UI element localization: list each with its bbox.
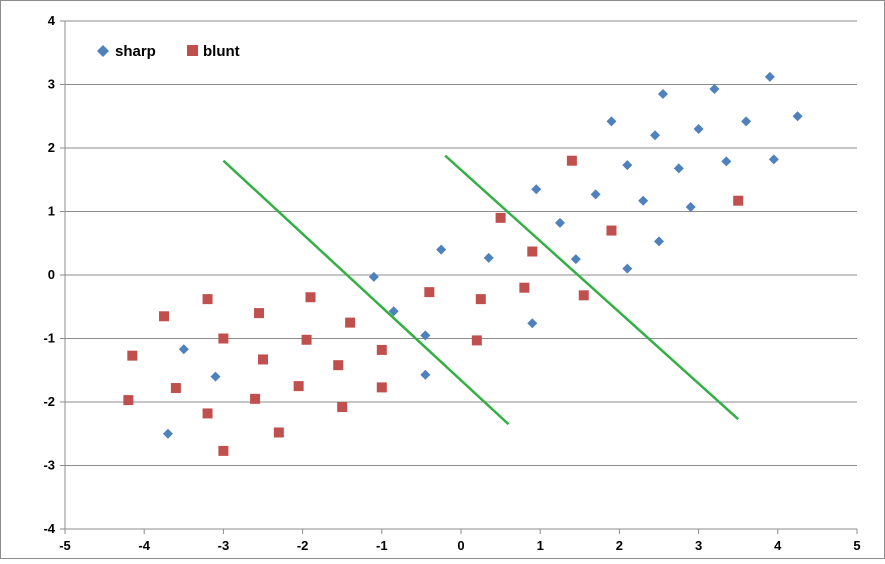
point-sharp — [768, 154, 779, 165]
point-blunt — [527, 246, 538, 257]
point-sharp — [590, 189, 601, 200]
point-sharp — [622, 160, 633, 171]
point-blunt — [127, 350, 138, 361]
point-sharp — [178, 344, 189, 355]
point-sharp — [685, 202, 696, 213]
point-sharp — [531, 184, 542, 195]
point-sharp — [606, 116, 617, 127]
point-blunt — [123, 395, 134, 406]
y-tick-label: 1 — [48, 204, 55, 219]
point-sharp — [657, 89, 668, 100]
legend-blunt-label: blunt — [203, 43, 240, 60]
x-tick-label: 1 — [537, 538, 544, 553]
point-blunt — [333, 360, 344, 371]
point-sharp — [693, 123, 704, 134]
legend-blunt-marker — [187, 45, 198, 56]
x-tick-label: 5 — [853, 538, 860, 553]
point-blunt — [258, 354, 268, 365]
x-tick-label: 4 — [774, 538, 782, 553]
y-tick-label: -1 — [43, 331, 55, 346]
point-sharp — [792, 111, 803, 122]
point-sharp — [650, 130, 661, 141]
point-sharp — [721, 156, 732, 167]
point-sharp — [709, 83, 720, 94]
point-blunt — [293, 381, 304, 392]
y-tick-label: 2 — [48, 140, 55, 155]
point-sharp — [673, 163, 684, 174]
point-blunt — [218, 445, 229, 456]
point-blunt — [218, 333, 229, 344]
point-blunt — [376, 344, 387, 355]
point-blunt — [495, 212, 506, 223]
y-tick-label: 0 — [48, 267, 55, 282]
x-tick-label: -2 — [297, 538, 309, 553]
point-sharp — [483, 252, 494, 263]
point-sharp — [622, 263, 633, 274]
point-blunt — [376, 382, 387, 393]
point-blunt — [733, 195, 744, 206]
point-blunt — [250, 393, 261, 404]
point-sharp — [162, 428, 173, 439]
point-blunt — [273, 427, 284, 438]
legend-sharp-label: sharp — [115, 43, 156, 60]
x-tick-label: -3 — [218, 538, 230, 553]
point-blunt — [345, 317, 356, 328]
point-sharp — [368, 271, 379, 282]
point-sharp — [570, 254, 581, 265]
data-points — [123, 71, 803, 456]
x-tick-label: -4 — [138, 538, 150, 553]
point-sharp — [420, 330, 431, 341]
x-tick-label: 2 — [616, 538, 623, 553]
point-blunt — [305, 292, 316, 303]
axes: -4 -3 -2 -1 0 1 2 3 4 -5 -4 -3 -2 -1 0 1 2 3 4 5 — [43, 13, 860, 553]
y-tick-label: 4 — [48, 13, 56, 28]
point-sharp — [764, 71, 775, 82]
point-blunt — [301, 334, 312, 345]
point-sharp — [638, 195, 649, 206]
point-blunt — [606, 225, 617, 236]
point-sharp — [436, 244, 447, 255]
point-sharp — [210, 371, 221, 382]
point-blunt — [566, 155, 577, 166]
point-sharp — [388, 306, 399, 317]
point-blunt — [159, 311, 169, 322]
point-sharp — [527, 318, 538, 329]
point-blunt — [337, 402, 348, 413]
point-blunt — [424, 287, 435, 298]
point-blunt — [170, 383, 181, 394]
separator-line — [222, 159, 510, 426]
point-sharp — [654, 236, 664, 247]
separator-line — [444, 154, 740, 421]
point-blunt — [471, 335, 482, 346]
separator-lines — [222, 154, 740, 426]
legend: sharp blunt — [97, 43, 240, 60]
point-blunt — [202, 294, 213, 305]
point-sharp — [555, 217, 565, 228]
point-blunt — [578, 290, 589, 301]
point-sharp — [741, 116, 752, 127]
y-tick-label: -3 — [43, 458, 55, 473]
point-blunt — [254, 308, 265, 319]
x-tick-label: 3 — [695, 538, 702, 553]
y-tick-label: 3 — [48, 77, 55, 92]
legend-sharp-marker — [97, 45, 109, 57]
point-blunt — [519, 282, 530, 293]
x-tick-label: -1 — [376, 538, 388, 553]
point-blunt — [202, 408, 213, 419]
x-tick-label: 0 — [457, 538, 464, 553]
point-sharp — [420, 369, 431, 380]
y-tick-label: -4 — [43, 521, 55, 536]
x-tick-label: -5 — [59, 538, 71, 553]
point-blunt — [475, 294, 486, 305]
y-tick-label: -2 — [43, 394, 55, 409]
